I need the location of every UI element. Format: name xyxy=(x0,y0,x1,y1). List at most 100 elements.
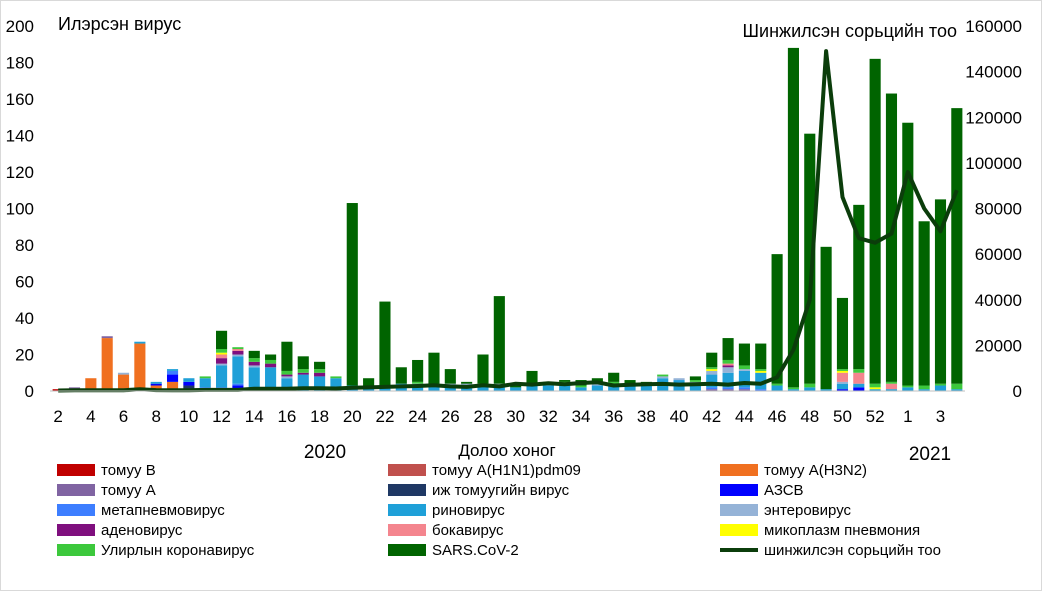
x-tick-label: 10 xyxy=(179,407,198,426)
bar-segment xyxy=(869,387,881,390)
bar-segment xyxy=(281,370,293,375)
bar-segment xyxy=(297,372,309,375)
bar-segment xyxy=(297,374,309,391)
bar-segment xyxy=(689,380,701,382)
bar-segment xyxy=(722,365,734,368)
x-tick-label: 44 xyxy=(735,407,754,426)
bar-segment xyxy=(117,372,130,375)
bar-segment xyxy=(232,347,244,350)
bar-segment xyxy=(559,380,571,382)
bar-segment xyxy=(134,341,146,344)
bar-segment xyxy=(314,372,326,377)
bar-segment xyxy=(902,122,914,386)
x-tick-label: 40 xyxy=(670,407,689,426)
bar-segment xyxy=(314,361,326,370)
bar-segment xyxy=(265,354,277,360)
bar-segment xyxy=(559,385,571,391)
bar-segment xyxy=(232,354,244,357)
x-tick-label: 38 xyxy=(637,407,656,426)
bar-segment xyxy=(477,385,489,391)
x-tick-label: 30 xyxy=(506,407,525,426)
x-tick-label: 42 xyxy=(702,407,721,426)
bar-segment xyxy=(624,385,636,391)
bar-segment xyxy=(836,383,849,390)
x-axis-title: Долоо хоног xyxy=(458,441,555,460)
y-right-tick-label: 20000 xyxy=(975,336,1022,355)
bar-segment xyxy=(281,376,293,379)
bar-segment xyxy=(918,389,930,391)
bar-segment xyxy=(199,378,211,388)
y-left-tick-label: 80 xyxy=(15,236,34,255)
bar-segment xyxy=(869,389,881,391)
y-left-tick-label: 40 xyxy=(15,309,34,328)
bar-segment xyxy=(722,389,734,391)
bar-segment xyxy=(216,352,228,355)
bar-segment xyxy=(412,385,424,391)
y-right-tick-label: 80000 xyxy=(975,200,1022,219)
bar-segment xyxy=(461,383,473,386)
bar-segment xyxy=(706,367,718,370)
bar-segment xyxy=(265,359,277,364)
x-tick-label: 34 xyxy=(572,407,591,426)
right-axis-title: Шинжилсэн сорьцийн тоо xyxy=(743,21,957,41)
bar-segment xyxy=(346,203,358,386)
bar-segment xyxy=(918,385,930,390)
bar-segment xyxy=(412,381,424,384)
bar-segment xyxy=(722,367,734,373)
bar-segment xyxy=(787,47,799,388)
bar-segment xyxy=(608,381,620,384)
bar-segment xyxy=(248,361,260,366)
bar-segment xyxy=(461,381,473,384)
bar-segment xyxy=(820,246,832,390)
bar-segment xyxy=(787,389,799,391)
bar-segment xyxy=(608,385,620,391)
bar-segment xyxy=(738,370,750,388)
left-axis-title: Илэрсэн вирус xyxy=(58,14,181,34)
bar-segment xyxy=(722,363,734,366)
bar-segment xyxy=(755,369,767,371)
bar-segment xyxy=(755,372,767,390)
bar-segment xyxy=(591,385,603,391)
x-tick-label: 26 xyxy=(441,407,460,426)
bar-segment xyxy=(363,378,375,388)
bar-segment xyxy=(951,383,963,390)
bar-segment xyxy=(183,381,195,386)
bar-segment xyxy=(379,301,391,386)
bar-segment xyxy=(787,387,799,390)
y-left-tick-label: 120 xyxy=(6,163,34,182)
bar-segment xyxy=(706,369,718,371)
x-tick-label: 22 xyxy=(375,407,394,426)
bar-segment xyxy=(166,381,179,391)
bar-segment xyxy=(477,354,489,384)
bar-segment xyxy=(722,372,734,388)
bar-segment xyxy=(101,336,113,339)
bar-segment xyxy=(755,370,767,373)
bar-segment xyxy=(608,372,620,382)
bar-segment xyxy=(248,365,260,368)
line-layer xyxy=(58,49,959,393)
y-left-tick-label: 200 xyxy=(6,17,34,36)
bar-segment xyxy=(689,376,701,381)
bar-segment xyxy=(281,378,293,391)
bar-segment xyxy=(853,369,865,373)
bar-segment xyxy=(869,383,881,388)
bar-segment xyxy=(493,296,505,384)
bar-segment xyxy=(265,363,277,368)
bar-segment xyxy=(510,387,522,391)
bar-segment xyxy=(902,387,914,391)
bar-segment xyxy=(869,58,881,384)
x-tick-label: 36 xyxy=(604,407,623,426)
bar-segment xyxy=(771,385,783,391)
bar-segment xyxy=(673,378,685,381)
bar-segment xyxy=(575,385,587,388)
bar-segment xyxy=(902,385,914,388)
bar-segment xyxy=(395,367,407,384)
bar-segment xyxy=(591,378,603,382)
bar-segment xyxy=(575,387,587,391)
bar-segment xyxy=(183,378,195,382)
bar-segment xyxy=(853,204,865,370)
bar-segment xyxy=(722,359,734,364)
bar-segment xyxy=(836,297,849,370)
bar-segment xyxy=(85,378,97,391)
